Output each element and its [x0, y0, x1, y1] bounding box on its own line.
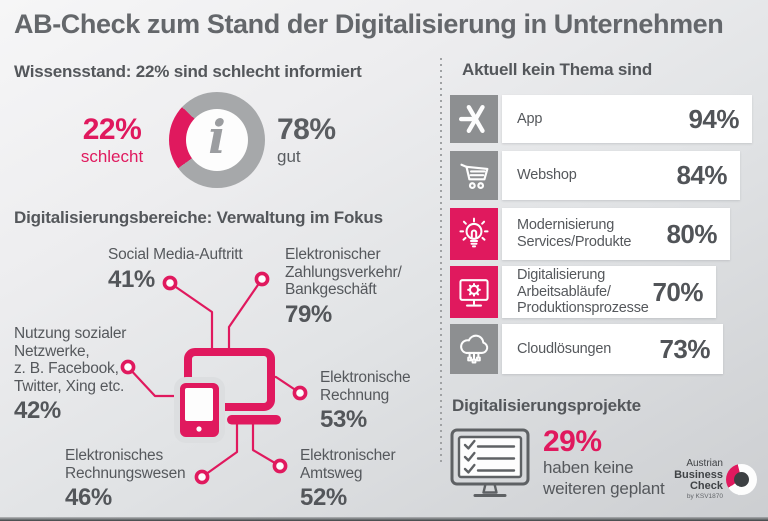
stat-schlecht: 22% schlecht — [70, 113, 154, 166]
row-modernisierung-label: Modernisierung Services/Produkte — [517, 217, 632, 250]
row-arbeitsablaeufe: Digitalisierung Arbeitsabläufe/ Produkti… — [502, 266, 716, 318]
row-cloud: Cloudlösungen 73% — [502, 324, 723, 374]
icon-box-app — [450, 95, 498, 143]
row-modernisierung: Modernisierung Services/Produkte 80% — [502, 208, 730, 260]
monitor-gear-icon — [459, 279, 489, 307]
icon-box-webshop — [450, 151, 498, 200]
label-rechnungswesen: Elektronisches Rechnungswesen 46% — [65, 447, 186, 511]
projekte-heading: Digitalisierungsprojekte — [452, 396, 641, 415]
row-arbeitsablaeufe-label: Digitalisierung Arbeitsabläufe/ Produkti… — [517, 266, 649, 317]
row-arbeitsablaeufe-value: 70% — [652, 276, 703, 307]
logo-tail — [733, 485, 744, 496]
ksv-logo-mark-icon — [726, 464, 757, 496]
knowledge-donut-chart: i — [169, 92, 265, 188]
projekte-caption: haben keine weiteren geplant — [543, 458, 665, 499]
schlecht-value: 22% — [82, 113, 142, 146]
label-amtsweg: Elektronischer Amtsweg 52% — [300, 447, 396, 511]
row-app: App 94% — [502, 95, 752, 143]
tablet-home-button — [196, 426, 202, 432]
node-rechnung — [292, 385, 308, 401]
label-rechnung: Elektronische Rechnung 53% — [320, 369, 411, 433]
kein-thema-heading: Aktuell kein Thema sind — [462, 60, 653, 79]
logo-core — [734, 472, 749, 488]
icon-box-cloud — [450, 324, 498, 374]
brand-logo: Austrian Business Check by KSV1870 — [674, 458, 757, 500]
row-app-label: App — [517, 110, 543, 127]
projekte-value: 29% — [543, 425, 602, 458]
bereiche-heading: Digitalisierungsbereiche: Verwaltung im … — [14, 208, 383, 227]
page-title: AB-Check zum Stand der Digitalisierung i… — [14, 9, 724, 39]
node-netzwerke — [120, 359, 136, 375]
app-icon — [459, 104, 485, 134]
connector-zahlungsverkehr — [227, 278, 263, 354]
bottom-edge-bar — [0, 517, 768, 521]
bulb-icon — [459, 217, 489, 248]
row-webshop: Webshop 84% — [502, 151, 740, 200]
checklist-monitor-icon — [450, 428, 530, 497]
label-netzwerke: Nutzung sozialer Netzwerke, z. B. Facebo… — [14, 325, 127, 424]
node-rechnungswesen — [194, 469, 210, 485]
tablet-screen — [185, 388, 213, 421]
row-cloud-label: Cloudlösungen — [517, 340, 612, 357]
row-webshop-label: Webshop — [517, 167, 577, 184]
node-zahlungsverkehr — [254, 271, 270, 287]
schlecht-label: schlecht — [80, 147, 144, 166]
label-zahlungsverkehr: Elektronischer Zahlungsverkehr/ Bankgesc… — [285, 246, 402, 328]
info-icon: i — [208, 110, 226, 164]
node-amtsweg — [272, 458, 288, 474]
gut-value: 78% — [277, 113, 336, 146]
monitor-stand — [227, 415, 281, 425]
icon-box-arbeitsablaeufe — [450, 266, 498, 318]
wissensstand-heading: Wissensstand: 22% sind schlecht informie… — [14, 62, 362, 81]
connector-amtsweg — [251, 424, 281, 467]
row-modernisierung-value: 80% — [666, 218, 717, 249]
donut-hole: i — [186, 109, 248, 171]
connector-netzwerke — [127, 366, 180, 398]
icon-box-modernisierung — [450, 208, 498, 260]
dotted-divider — [440, 58, 442, 464]
connector-social-media — [169, 282, 214, 354]
network-diagram — [120, 271, 308, 485]
stat-gut: 78% gut — [277, 113, 336, 166]
cloud-icon — [460, 334, 489, 364]
row-app-value: 94% — [688, 103, 739, 134]
cart-icon — [460, 163, 489, 189]
row-cloud-value: 73% — [659, 333, 710, 364]
row-webshop-value: 84% — [676, 160, 727, 190]
connector-rechnungswesen — [201, 424, 239, 478]
brand-logo-text: Austrian Business Check by KSV1870 — [674, 458, 723, 500]
label-social-media: Social Media-Auftritt 41% — [108, 246, 243, 293]
node-social-media — [162, 275, 178, 291]
gut-label: gut — [277, 147, 301, 166]
